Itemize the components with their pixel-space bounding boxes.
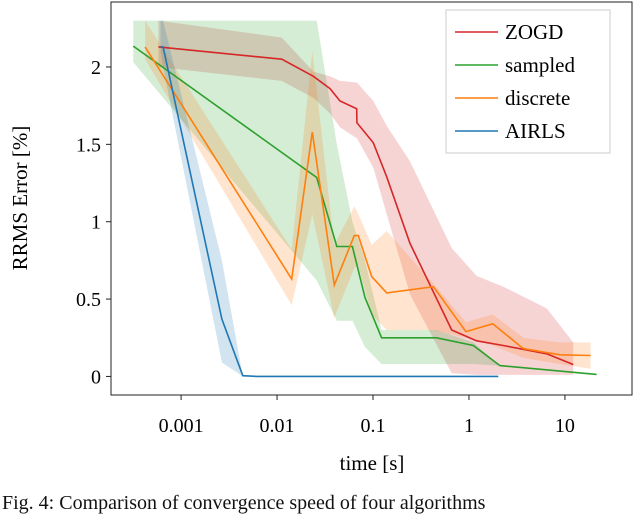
y-tick-label: 0.5	[76, 289, 101, 311]
zogd-line	[158, 46, 574, 366]
legend-label-sampled: sampled	[505, 53, 575, 77]
x-tick-label: 10	[555, 415, 575, 437]
plot-frame	[110, 1, 633, 396]
y-tick-label: 2	[91, 57, 101, 79]
sampled-line	[132, 45, 597, 376]
y-axis: 0 0.5 1 1.5 2	[76, 57, 111, 388]
sampled-band	[133, 20, 597, 375]
x-tick-label: 0.01	[260, 415, 295, 437]
y-tick-label: 0	[91, 366, 101, 388]
legend-box	[445, 9, 611, 154]
zogd-band	[158, 20, 574, 375]
legend-label-zogd: ZOGD	[505, 20, 563, 44]
chart: 0.001 0.01 0.1 1 10 0 0.5 1 1.5 2 time [s] RRMS …	[8, 1, 633, 475]
legend-label-discrete: discrete	[505, 86, 570, 110]
legend: ZOGD sampled discrete AIRLS	[445, 9, 611, 154]
discrete-line	[144, 46, 591, 357]
y-axis-label: RRMS Error [%]	[8, 126, 32, 271]
x-tick-label: 0.001	[159, 415, 204, 437]
legend-label-airls: AIRLS	[505, 119, 566, 143]
y-tick-label: 1	[91, 212, 101, 234]
airls-line	[160, 46, 499, 378]
series-lines	[132, 45, 597, 378]
y-tick-label: 1.5	[76, 134, 101, 156]
x-axis: 0.001 0.01 0.1 1 10	[159, 395, 575, 437]
x-axis-label: time [s]	[340, 451, 405, 475]
x-tick-label: 0.1	[361, 415, 386, 437]
x-tick-label: 1	[464, 415, 474, 437]
figure-caption: Fig. 4: Comparison of convergence speed …	[2, 492, 486, 514]
discrete-band	[145, 20, 591, 369]
confidence-bands	[133, 20, 597, 377]
